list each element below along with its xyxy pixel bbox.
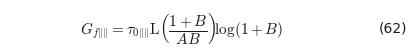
Text: (62): (62)	[378, 21, 407, 35]
Text: $G_{f\|\|} = \tau_{0\|\|}\mathrm{L}\left(\dfrac{1+B}{AB}\right)\!\log(1+B)$: $G_{f\|\|} = \tau_{0\|\|}\mathrm{L}\left…	[80, 10, 283, 46]
